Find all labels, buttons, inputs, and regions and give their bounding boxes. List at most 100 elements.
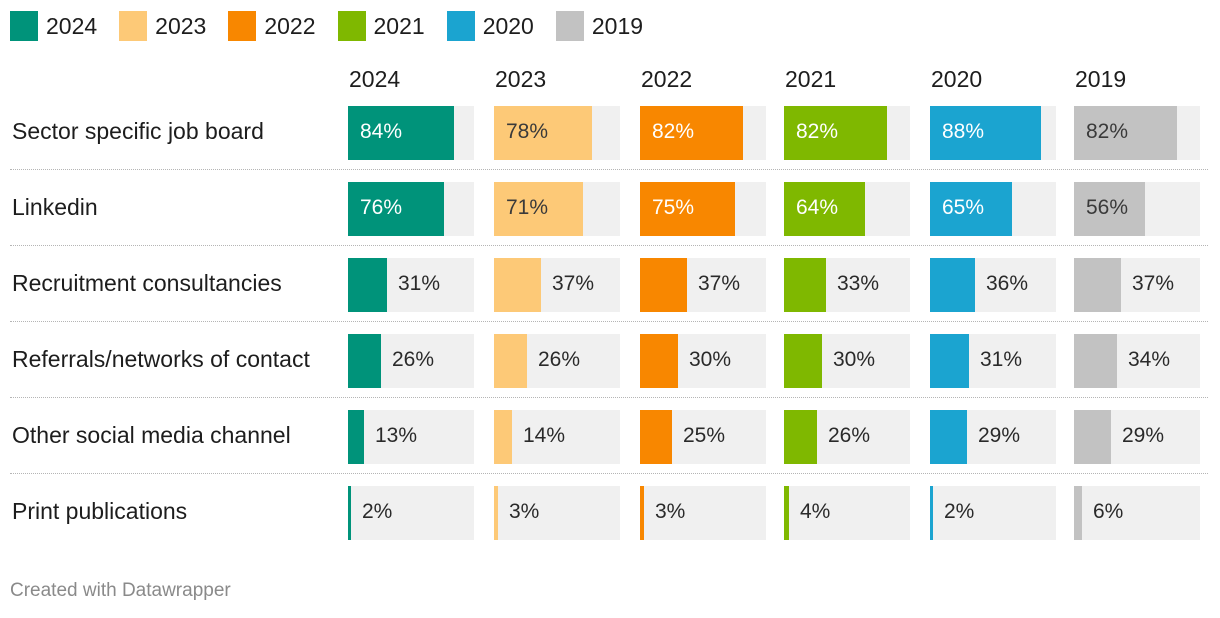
bar — [494, 258, 541, 312]
data-label: 56% — [1086, 196, 1129, 219]
bar-track: 14% — [494, 410, 620, 464]
bar-track: 37% — [494, 258, 620, 312]
legend-item-2022: 2022 — [228, 11, 316, 41]
bar — [640, 182, 735, 236]
data-label: 29% — [1122, 424, 1165, 447]
bar — [930, 258, 975, 312]
row-label: Other social media channel — [12, 422, 291, 448]
bar-track: 2% — [930, 486, 1056, 540]
row-divider — [10, 169, 1208, 170]
column-header-2019: 2019 — [1075, 66, 1127, 92]
bar — [930, 410, 967, 464]
data-label: 88% — [942, 120, 985, 143]
bar — [930, 182, 1012, 236]
column-header-2020: 2020 — [931, 66, 983, 92]
data-label: 3% — [655, 500, 686, 523]
bar — [640, 410, 672, 464]
data-label: 82% — [652, 120, 695, 143]
data-label: 78% — [506, 120, 549, 143]
chart-row: Linkedin 76% 71% 75% 64% 65% 56% — [0, 170, 1208, 246]
legend-swatch — [446, 11, 475, 41]
bar — [494, 334, 527, 388]
bar-track: 26% — [348, 334, 474, 388]
bar-track: 13% — [348, 410, 474, 464]
bar — [494, 486, 498, 540]
bar-track: 3% — [640, 486, 766, 540]
bar-track: 78% — [494, 106, 620, 160]
data-label: 25% — [683, 424, 726, 447]
data-label: 14% — [523, 424, 566, 447]
bar — [348, 182, 444, 236]
data-label: 64% — [796, 196, 839, 219]
row-label: Linkedin — [12, 194, 98, 220]
data-label: 75% — [652, 196, 695, 219]
bar-track: 31% — [348, 258, 474, 312]
bar — [784, 334, 822, 388]
data-label: 37% — [552, 272, 595, 295]
legend-label: 2024 — [46, 12, 98, 39]
chart-row: Recruitment consultancies 31% 37% 37% 33% 36%… — [0, 246, 1208, 322]
data-label: 2% — [944, 500, 975, 523]
data-label: 76% — [360, 196, 403, 219]
bar — [1074, 334, 1117, 388]
bar-track: 34% — [1074, 334, 1200, 388]
data-label: 26% — [538, 348, 581, 371]
chart-row: Sector specific job board 84% 78% 82% 82% 88%… — [0, 94, 1208, 170]
data-label: 37% — [1132, 272, 1175, 295]
row-divider — [10, 245, 1208, 246]
chart-row: Other social media channel 13% 14% 25% 26% 29… — [0, 398, 1208, 474]
row-label: Referrals/networks of contact — [12, 346, 310, 372]
bar — [930, 334, 969, 388]
data-label: 84% — [360, 120, 403, 143]
bar-track: 25% — [640, 410, 766, 464]
bar — [784, 410, 817, 464]
data-label: 30% — [833, 348, 876, 371]
bar-track: 64% — [784, 182, 910, 236]
bar-track: 84% — [348, 106, 474, 160]
data-label: 82% — [796, 120, 839, 143]
legend-label: 2020 — [482, 12, 534, 39]
row-label: Print publications — [12, 498, 188, 524]
column-header-2021: 2021 — [785, 66, 837, 92]
data-label: 26% — [392, 348, 435, 371]
column-headers: 2024 2023 2022 2021 2020 2019 — [0, 66, 1220, 98]
data-label: 4% — [800, 500, 831, 523]
column-header-2023: 2023 — [495, 66, 547, 92]
data-label: 36% — [986, 272, 1029, 295]
bar-track: 65% — [930, 182, 1056, 236]
bar — [784, 182, 865, 236]
bar — [494, 182, 583, 236]
bar-track: 30% — [784, 334, 910, 388]
data-label: 34% — [1128, 348, 1171, 371]
bar-track: 26% — [784, 410, 910, 464]
legend-swatch — [228, 11, 257, 41]
bar — [1074, 182, 1145, 236]
bar — [1074, 258, 1121, 312]
data-label: 31% — [398, 272, 441, 295]
bar-track: 2% — [348, 486, 474, 540]
legend-item-2021: 2021 — [337, 11, 425, 41]
bar — [930, 486, 933, 540]
bar-track: 37% — [1074, 258, 1200, 312]
bar-track: 30% — [640, 334, 766, 388]
data-label: 6% — [1093, 500, 1124, 523]
legend-label: 2019 — [591, 12, 644, 39]
bar — [784, 106, 887, 160]
bar-track: 6% — [1074, 486, 1200, 540]
bar-track: 36% — [930, 258, 1056, 312]
data-label: 82% — [1086, 120, 1129, 143]
data-label: 13% — [375, 424, 418, 447]
bar-track: 71% — [494, 182, 620, 236]
bar — [640, 334, 678, 388]
bar — [348, 410, 364, 464]
bar — [640, 106, 743, 160]
bar — [640, 486, 644, 540]
bar-track: 82% — [1074, 106, 1200, 160]
legend-swatch — [10, 11, 38, 41]
data-label: 30% — [689, 348, 732, 371]
bar-track: 75% — [640, 182, 766, 236]
bar — [1074, 410, 1111, 464]
chart-row: Referrals/networks of contact 26% 26% 30% 30… — [0, 322, 1208, 398]
footer-credit: Created with Datawrapper — [10, 580, 231, 601]
bar — [930, 106, 1041, 160]
